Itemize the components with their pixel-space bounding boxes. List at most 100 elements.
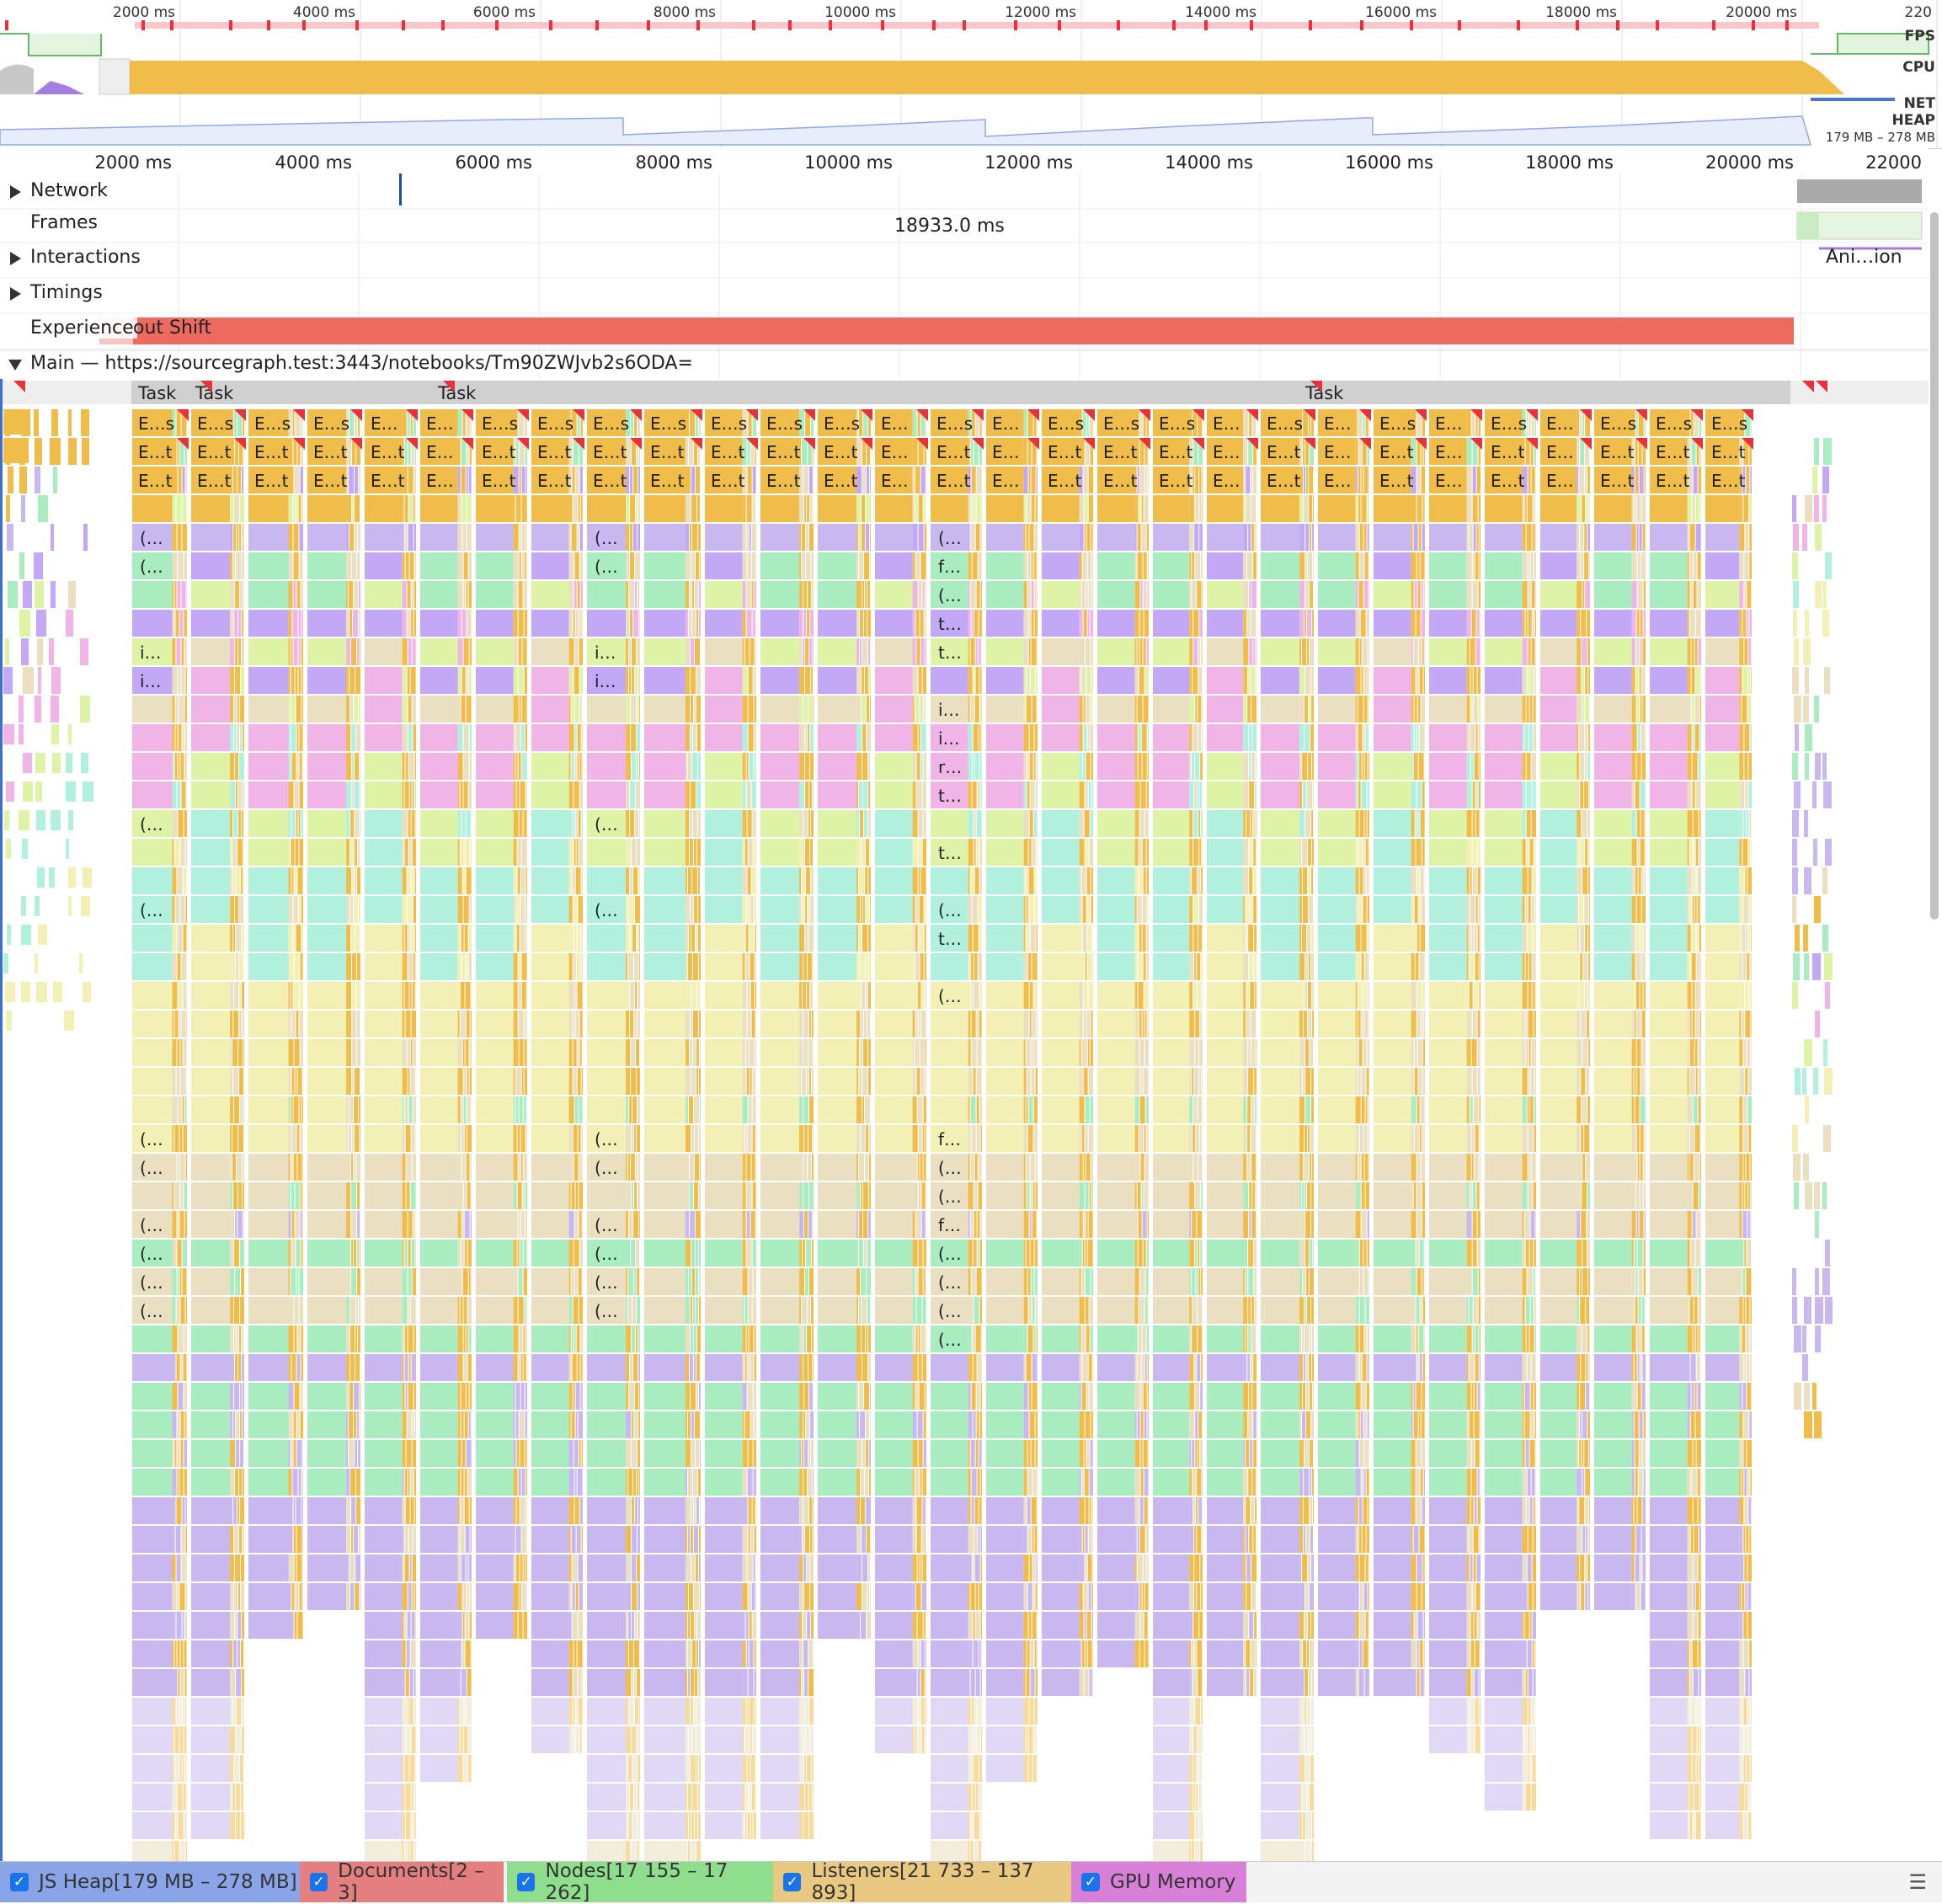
flame-sub-slice <box>569 781 574 808</box>
flame-sub-slice <box>968 1011 971 1037</box>
flame-sub-slice <box>1086 781 1088 808</box>
flame-sub-slice <box>403 495 404 522</box>
flame-sub-slice <box>1189 896 1192 923</box>
flame-sub-slice <box>700 1096 701 1123</box>
flame-sub-slice <box>754 1555 755 1581</box>
flame-sub-slice <box>638 1497 640 1524</box>
flame-sub-slice <box>1243 1640 1245 1667</box>
flame-sub-slice <box>184 867 187 894</box>
flame-sub-slice <box>516 1555 520 1581</box>
flame-block <box>420 839 458 866</box>
main-track-header[interactable]: Main — https://sourcegraph.test:3443/not… <box>0 350 1929 379</box>
flame-block <box>875 1325 913 1352</box>
layout-shift-label[interactable]: out Shift <box>133 317 211 339</box>
flame-sub-slice <box>526 1125 527 1152</box>
collapse-main-icon[interactable] <box>8 360 22 371</box>
frame-duration[interactable]: 18933.0 ms <box>894 216 1005 237</box>
flame-sub-slice <box>574 896 578 923</box>
interactions-track[interactable]: Interactions Ani…ion <box>0 244 1929 275</box>
flame-sub-slice <box>1135 1268 1139 1295</box>
flame-sub-slice <box>236 552 241 579</box>
flame-sub-slice <box>569 524 571 551</box>
flame-block <box>1042 724 1080 751</box>
flame-sub-slice <box>411 1469 413 1496</box>
flame-block <box>248 724 289 751</box>
flame-sub-slice <box>467 1583 469 1610</box>
flame-sub-slice <box>403 1755 404 1782</box>
startup-slice <box>66 781 76 802</box>
flame-sub-slice <box>357 1182 360 1209</box>
flame-sub-slice <box>799 1125 803 1152</box>
flame-sub-slice <box>233 925 235 952</box>
flame-sub-slice <box>749 1268 753 1295</box>
flame-sub-slice <box>1202 839 1203 866</box>
experience-track[interactable]: Experience out Shift <box>0 315 1929 345</box>
timings-track[interactable]: Timings <box>0 280 1929 310</box>
network-track[interactable]: Network <box>0 177 1929 207</box>
flame-sub-slice <box>1141 581 1143 608</box>
flame-sub-slice <box>686 524 689 551</box>
flame-sub-slice <box>1243 1182 1248 1209</box>
flame-block <box>1153 1755 1189 1782</box>
flame-sub-slice <box>181 1440 184 1467</box>
flame-block <box>420 524 458 551</box>
flame-sub-slice <box>748 438 750 465</box>
flame-sub-slice <box>175 839 180 866</box>
flame-block <box>132 1068 173 1095</box>
flame-sub-slice <box>355 1583 359 1610</box>
flame-sub-slice <box>514 696 519 723</box>
flame-block <box>365 1726 403 1753</box>
flame-sub-slice <box>185 1669 187 1696</box>
flame-sub-slice <box>467 524 472 551</box>
expand-timings-icon[interactable] <box>10 287 21 301</box>
flame-block <box>1261 925 1299 952</box>
flame-sub-slice <box>514 867 517 894</box>
flame-sub-slice <box>296 495 298 522</box>
flame-block <box>365 696 403 723</box>
startup-slice <box>50 438 61 465</box>
flame-sub-slice <box>514 839 517 866</box>
flame-sub-slice <box>916 552 920 579</box>
flame-sub-slice <box>173 1497 176 1524</box>
flame-sub-slice <box>1091 610 1093 637</box>
flame-sub-slice <box>752 581 754 608</box>
flame-sub-slice <box>861 1612 866 1639</box>
flame-sub-slice <box>405 1612 407 1639</box>
flame-sub-slice <box>917 1526 921 1553</box>
flame-sub-slice <box>1251 610 1256 637</box>
expand-network-icon[interactable] <box>10 185 21 199</box>
flame-sub-slice <box>1197 1755 1198 1782</box>
flame-sub-slice <box>573 1583 575 1610</box>
flame-sub-slice <box>868 810 871 837</box>
long-task-marker <box>5 20 8 30</box>
flame-sub-slice <box>464 1755 467 1782</box>
flame-sub-slice <box>1299 1011 1303 1037</box>
flame-sub-slice <box>294 552 299 579</box>
flame-sub-slice <box>803 953 807 980</box>
flame-sub-slice <box>1243 839 1248 866</box>
flame-sub-slice <box>458 552 463 579</box>
flame-block <box>705 1039 743 1066</box>
flame-sub-slice <box>1084 610 1087 637</box>
flame-block <box>307 1354 346 1381</box>
flame-block <box>1207 638 1243 665</box>
flame-sub-slice <box>913 1640 918 1667</box>
flame-sub-slice <box>236 867 240 894</box>
flame-sub-slice <box>235 1211 237 1238</box>
flame-sub-slice <box>696 1555 698 1581</box>
flame-sub-slice <box>1092 552 1093 579</box>
flame-block <box>587 724 626 751</box>
flame-sub-slice <box>696 1039 699 1066</box>
flame-sub-slice <box>464 896 469 923</box>
flame-sub-slice <box>1082 1640 1085 1667</box>
flame-block <box>1042 1440 1080 1467</box>
flame-sub-slice <box>1189 1068 1191 1095</box>
expand-interactions-icon[interactable] <box>10 252 21 265</box>
flame-block <box>760 1383 799 1410</box>
frames-track[interactable]: Frames 18933.0 ms <box>0 211 1929 241</box>
flame-sub-slice <box>804 1755 806 1782</box>
interaction-animation[interactable]: Ani…ion <box>1826 247 1902 268</box>
